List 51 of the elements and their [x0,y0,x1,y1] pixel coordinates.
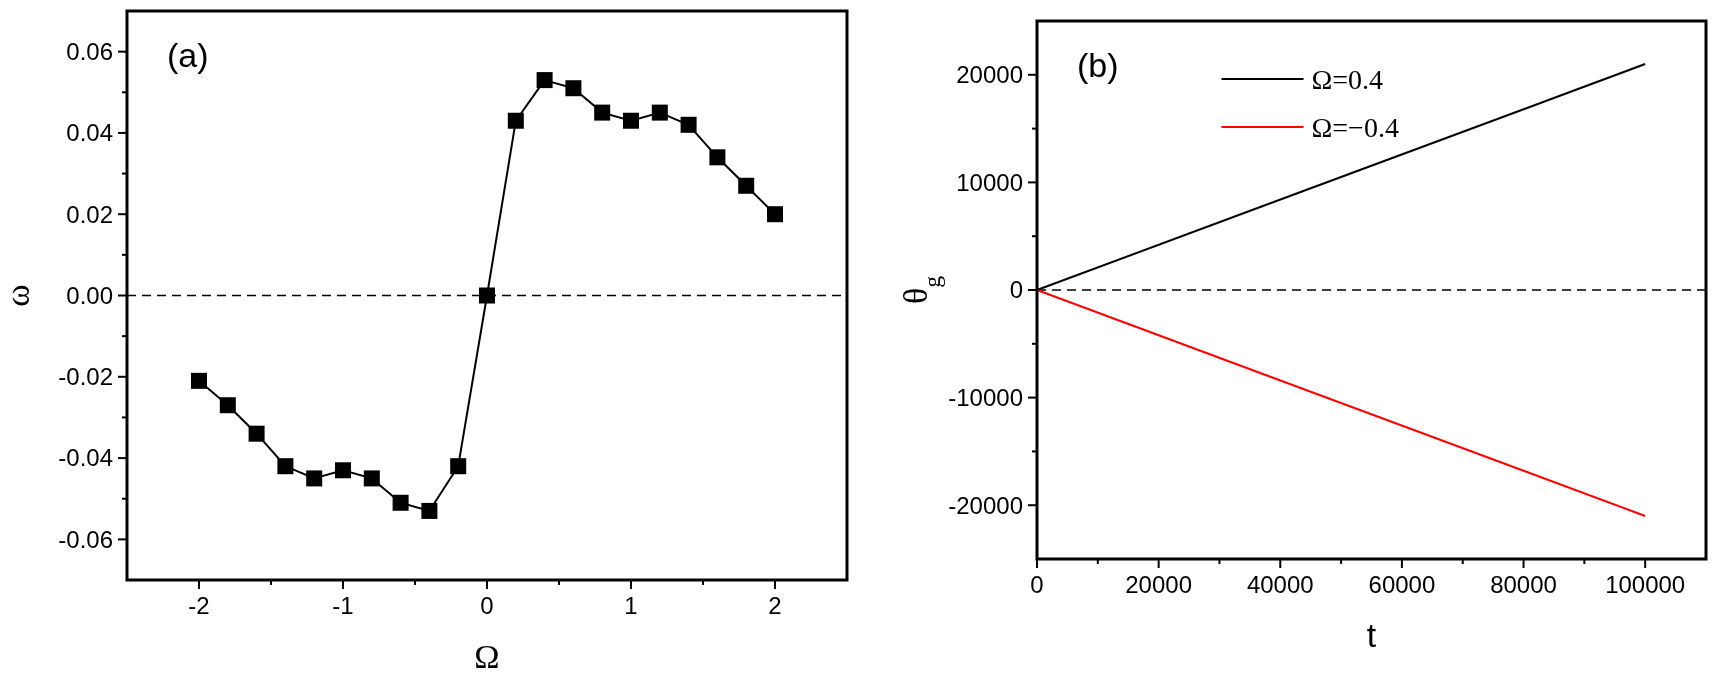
point [479,287,495,304]
point [450,458,467,475]
point [623,112,639,129]
legend-label: Ω=0.4 [1311,63,1384,95]
y-tick-label: -10000 [948,384,1023,411]
y-tick-label: -0.06 [58,525,113,553]
point [767,206,783,223]
y-tick-label: -20000 [948,491,1023,519]
x-tick-label: 80000 [1490,571,1557,598]
x-tick-label: 40000 [1246,571,1314,598]
y-axis-title: ω [0,284,36,307]
point [335,462,351,479]
point [363,470,380,487]
point [392,494,409,511]
x-axis-title: t [1366,616,1377,654]
x-tick-label: 2 [768,592,782,619]
point [191,372,207,389]
x-tick-label: 20000 [1125,571,1193,598]
x-tick-label: 1 [624,592,638,619]
annotation: (a) [167,36,209,74]
y-tick-label: 0.04 [66,119,113,147]
point [306,470,323,487]
y-tick-label: 0 [1009,276,1023,304]
y-tick-label: 0.02 [66,200,113,228]
point [219,397,236,414]
y-tick-label: 10000 [956,168,1023,196]
point [651,104,668,121]
y-tick-label: 0.00 [66,281,113,309]
x-tick-label: 60000 [1368,571,1436,598]
point [565,80,582,97]
point [680,116,697,133]
point [536,72,553,89]
x-tick-label: -1 [332,592,354,619]
x-tick-label: 0 [480,592,494,619]
point [248,425,265,442]
x-tick-label: -2 [188,592,210,619]
y-tick-label: -0.04 [58,444,113,472]
x-tick-label: 0 [1030,571,1044,598]
annotation: (b) [1077,46,1119,84]
y-tick-label: 0.06 [66,38,113,66]
point [594,104,611,121]
x-tick-label: 100000 [1605,571,1686,598]
x-axis-title: Ω [474,638,500,675]
y-tick-label: -0.02 [58,363,113,391]
point [277,458,294,475]
point [421,502,438,519]
point [507,112,524,129]
legend-label: Ω=−0.4 [1311,111,1399,143]
point [709,149,726,166]
point [738,177,755,194]
y-tick-label: 20000 [956,61,1023,89]
